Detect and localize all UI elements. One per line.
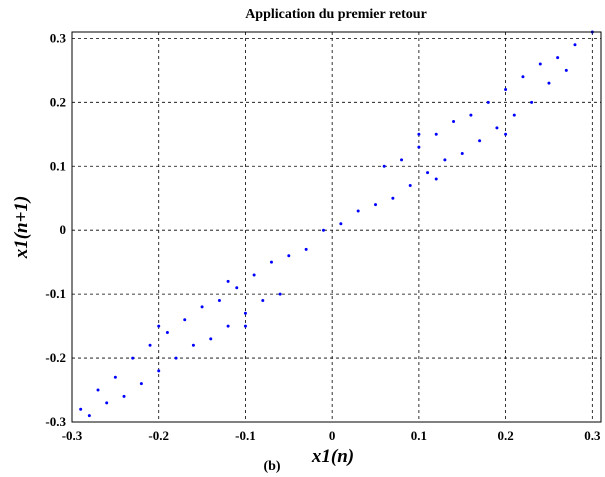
scatter-point (538, 62, 542, 66)
scatter-points (79, 30, 594, 418)
scatter-point (139, 382, 143, 386)
scatter-point (547, 81, 551, 85)
scatter-point (165, 330, 169, 334)
scatter-point (278, 292, 282, 296)
x-gridlines (71, 32, 593, 422)
y-tick-label: 0.2 (50, 94, 66, 109)
scatter-point (243, 311, 247, 315)
y-tick-label: -0.3 (45, 414, 66, 429)
x-tick-label: 0.3 (584, 428, 601, 443)
scatter-point (460, 151, 464, 155)
scatter-point (434, 177, 438, 181)
x-tick-label: -0.3 (62, 428, 83, 443)
y-tick-label: -0.2 (45, 350, 66, 365)
x-tick-label: 0.1 (411, 428, 427, 443)
scatter-point (391, 196, 395, 200)
scatter-point (530, 100, 534, 104)
scatter-point (417, 132, 421, 136)
scatter-point (478, 139, 482, 143)
scatter-point (426, 171, 430, 175)
scatter-point (573, 43, 577, 47)
scatter-point (382, 164, 386, 168)
plot-frame (71, 31, 602, 423)
scatter-point (113, 375, 117, 379)
x-tick-label: -0.1 (235, 428, 256, 443)
scatter-point (356, 209, 360, 213)
x-tick-label: 0 (329, 428, 336, 443)
scatter-point (226, 324, 230, 328)
scatter-point (183, 318, 187, 322)
y-tick-label: 0.3 (50, 30, 67, 45)
scatter-point (79, 407, 83, 411)
scatter-point (191, 343, 195, 347)
y-gridlines (72, 37, 601, 423)
scatter-point (235, 286, 239, 290)
scatter-point (374, 203, 378, 207)
scatter-point (400, 158, 404, 162)
scatter-point (157, 324, 161, 328)
scatter-point (495, 126, 499, 130)
scatter-point (122, 394, 126, 398)
scatter-point (556, 56, 560, 60)
scatter-point (226, 279, 230, 283)
y-tick-label: 0 (60, 222, 67, 237)
scatter-point (339, 222, 343, 226)
x-tick-label: -0.2 (148, 428, 169, 443)
x-axis-label: x1(n) (311, 446, 354, 467)
scatter-point (564, 68, 568, 72)
scatter-point (287, 254, 291, 258)
x-tick-label: 0.2 (497, 428, 513, 443)
scatter-point (434, 132, 438, 136)
scatter-point (452, 120, 456, 124)
scatter-point (417, 145, 421, 149)
scatter-point (408, 183, 412, 187)
scatter-point (261, 299, 265, 303)
scatter-point (321, 228, 325, 232)
scatter-point (131, 356, 135, 360)
scatter-point (174, 356, 178, 360)
scatter-point (200, 305, 204, 309)
chart-title: Application du premier retour (245, 7, 427, 22)
y-tick-label: 0.1 (50, 158, 66, 173)
scatter-point (504, 132, 508, 136)
scatter-point (443, 158, 447, 162)
panel-label: (b) (263, 459, 280, 474)
scatter-point (209, 337, 213, 341)
scatter-point (105, 401, 109, 405)
scatter-point (521, 75, 525, 79)
scatter-point (157, 369, 161, 373)
scatter-point (469, 113, 473, 117)
y-tick-label: -0.1 (45, 286, 66, 301)
y-axis-label: x1(n+1) (11, 196, 32, 260)
scatter-point (512, 113, 516, 117)
x-tick-labels: -0.3 -0.2 -0.1 0 0.1 0.2 0.3 (62, 428, 601, 443)
scatter-point (252, 273, 256, 277)
scatter-point (269, 260, 273, 264)
y-tick-labels: -0.3 -0.2 -0.1 0 0.1 0.2 0.3 (45, 30, 66, 429)
scatter-point (148, 343, 152, 347)
scatter-point (304, 247, 308, 251)
scatter-point (486, 100, 490, 104)
scatter-point (96, 388, 100, 392)
scatter-point (87, 414, 91, 418)
scatter-point (243, 324, 247, 328)
scatter-point (217, 299, 221, 303)
scatter-point (504, 88, 508, 92)
